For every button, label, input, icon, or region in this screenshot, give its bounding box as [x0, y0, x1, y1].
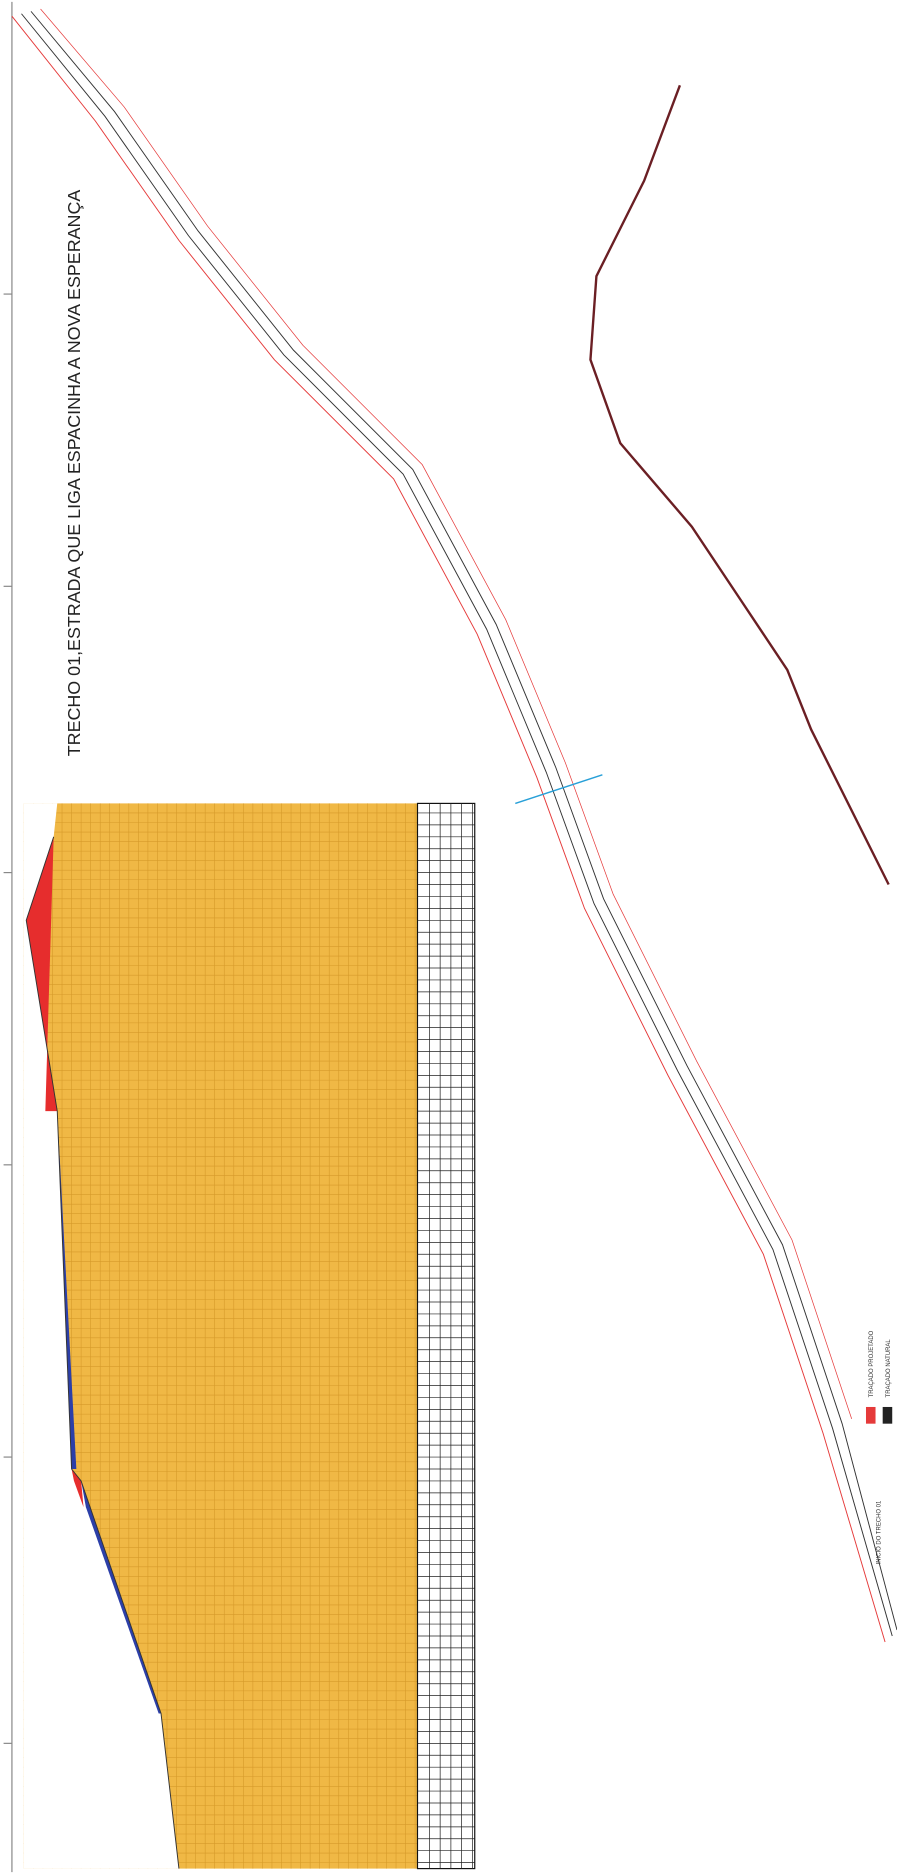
road-edge — [40, 8, 853, 1420]
crossing-line — [515, 774, 603, 805]
profile-table — [416, 802, 476, 1870]
legend-swatch — [865, 1406, 876, 1424]
profile-table-lines — [417, 803, 475, 1869]
cut-area — [26, 836, 58, 1112]
natural-route — [589, 84, 890, 886]
road-edge — [30, 11, 897, 1631]
cut-area — [71, 1468, 84, 1508]
start-label: INICIO DO TRECHO 01 — [876, 1500, 882, 1564]
road-edge — [11, 15, 886, 1643]
sheet-frame — [3, 1, 13, 1873]
sheet-title: TRECHO 01,ESTRADA QUE LIGA ESPACINHA A N… — [64, 190, 84, 757]
profile — [23, 802, 476, 1870]
legend-label: TRAÇADO PROJETADO — [869, 1330, 875, 1397]
profile-sky — [23, 803, 179, 1869]
legend: TRAÇADO PROJETADO TRAÇADO NATURAL — [865, 1330, 893, 1424]
fill-area — [57, 1111, 77, 1469]
legend-label: TRAÇADO NATURAL — [886, 1339, 892, 1398]
ground-line — [25, 836, 180, 1869]
road-axis — [21, 13, 893, 1637]
road-plan — [11, 8, 897, 1643]
legend-swatch — [882, 1406, 893, 1424]
